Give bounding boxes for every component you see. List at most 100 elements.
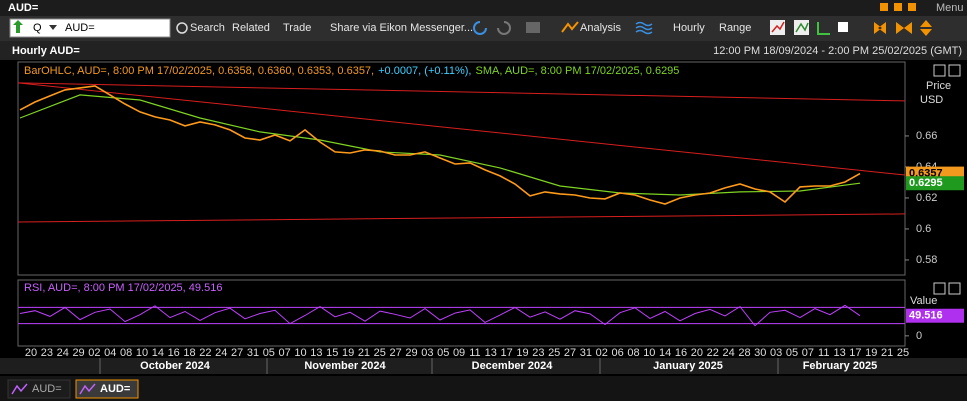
toolbar-item[interactable]: Search bbox=[190, 22, 225, 34]
x-tick-label: 29 bbox=[72, 347, 84, 359]
y-tick-label: 0.66 bbox=[916, 130, 937, 142]
x-tick-label: 19 bbox=[865, 347, 877, 359]
x-tick-label: 21 bbox=[881, 347, 893, 359]
last-value-label: 49.516 bbox=[909, 310, 943, 322]
x-tick-label: 02 bbox=[88, 347, 100, 359]
axis-label: Price bbox=[926, 80, 951, 92]
x-tick-label: 23 bbox=[532, 347, 544, 359]
y-tick-label: 0.58 bbox=[916, 254, 937, 266]
x-tick-label: 28 bbox=[738, 347, 750, 359]
window-title: AUD= bbox=[8, 2, 38, 14]
x-tick-label: 18 bbox=[183, 347, 195, 359]
x-tick-label: 31 bbox=[247, 347, 259, 359]
x-tick-label: 14 bbox=[659, 347, 671, 359]
data-line bbox=[19, 304, 861, 327]
x-tick-label: 19 bbox=[342, 347, 354, 359]
menu-button[interactable]: Menu bbox=[936, 2, 964, 14]
rsi-panel bbox=[17, 279, 906, 347]
x-tick-label: 05 bbox=[437, 347, 449, 359]
x-tick-label: 25 bbox=[548, 347, 560, 359]
x-tick-label: 29 bbox=[405, 347, 417, 359]
toolbar-item[interactable]: Related bbox=[232, 22, 270, 34]
legend-entry: SMA, AUD=, 8:00 PM 17/02/2025, 0.6295 bbox=[475, 65, 679, 77]
x-tick-label: 27 bbox=[231, 347, 243, 359]
legend-entry: BarOHLC, AUD=, 8:00 PM 17/02/2025, 0.635… bbox=[24, 65, 374, 77]
x-tick-label: 15 bbox=[326, 347, 338, 359]
x-tick-label: 30 bbox=[754, 347, 766, 359]
tab-label[interactable]: AUD= bbox=[100, 383, 130, 395]
x-tick-label: 13 bbox=[310, 347, 322, 359]
x-tick-label: 17 bbox=[849, 347, 861, 359]
x-tick-label: 13 bbox=[485, 347, 497, 359]
toolbar-icons[interactable] bbox=[176, 20, 932, 36]
x-tick-label: 03 bbox=[421, 347, 433, 359]
tab-icon bbox=[79, 383, 96, 395]
x-tick-label: 21 bbox=[358, 347, 370, 359]
toolbar-item[interactable]: Range bbox=[719, 22, 751, 34]
x-tick-label: 16 bbox=[168, 347, 180, 359]
x-tick-label: 07 bbox=[802, 347, 814, 359]
month-label: October 2024 bbox=[140, 360, 211, 372]
x-tick-label: 03 bbox=[770, 347, 782, 359]
toolbar-item[interactable]: Hourly bbox=[673, 22, 705, 34]
x-tick-label: 09 bbox=[453, 347, 465, 359]
x-tick-label: 08 bbox=[120, 347, 132, 359]
up-arrow-icon[interactable] bbox=[13, 20, 23, 33]
month-label: February 2025 bbox=[803, 360, 878, 372]
tab[interactable] bbox=[7, 379, 71, 399]
y-tick-label: 0 bbox=[916, 330, 922, 342]
panel-buttons[interactable] bbox=[933, 64, 961, 295]
axis-label: USD bbox=[920, 94, 943, 106]
x-tick-label: 27 bbox=[564, 347, 576, 359]
month-band bbox=[0, 358, 967, 374]
search-box[interactable] bbox=[9, 18, 171, 38]
y-tick-label: 0.62 bbox=[916, 192, 937, 204]
legend-entry: RSI, AUD=, 8:00 PM 17/02/2025, 49.516 bbox=[24, 282, 222, 294]
x-tick-label: 10 bbox=[643, 347, 655, 359]
ric-input[interactable]: AUD= bbox=[65, 22, 95, 34]
x-tick-label: 24 bbox=[722, 347, 734, 359]
x-tick-label: 22 bbox=[707, 347, 719, 359]
x-tick-label: 31 bbox=[580, 347, 592, 359]
window-controls[interactable] bbox=[880, 3, 916, 11]
last-value-tag bbox=[906, 176, 964, 191]
data-line bbox=[19, 85, 861, 205]
x-tick-label: 10 bbox=[136, 347, 148, 359]
x-tick-label: 25 bbox=[374, 347, 386, 359]
x-tick-label: 05 bbox=[263, 347, 275, 359]
x-tick-label: 08 bbox=[627, 347, 639, 359]
tab-label[interactable]: AUD= bbox=[32, 383, 62, 395]
toolbar-item[interactable]: Trade bbox=[283, 22, 311, 34]
dropdown-icon[interactable] bbox=[49, 25, 57, 30]
data-line bbox=[19, 94, 861, 196]
x-tick-label: 24 bbox=[215, 347, 227, 359]
x-tick-label: 14 bbox=[152, 347, 164, 359]
trend-line bbox=[17, 82, 906, 176]
chart-header bbox=[0, 41, 967, 60]
toolbar-item[interactable]: Share via Eikon Messenger... bbox=[330, 22, 473, 34]
tab[interactable] bbox=[75, 379, 139, 399]
trend-line bbox=[17, 82, 906, 102]
x-tick-label: 06 bbox=[611, 347, 623, 359]
tab-bar bbox=[0, 376, 967, 401]
search-prefix: Q bbox=[33, 22, 42, 34]
tab-icon bbox=[11, 383, 28, 395]
date-range: 12:00 PM 18/09/2024 - 2:00 PM 25/02/2025… bbox=[713, 45, 962, 57]
x-tick-label: 25 bbox=[897, 347, 909, 359]
toolbar-item[interactable]: Analysis bbox=[580, 22, 621, 34]
x-tick-label: 20 bbox=[691, 347, 703, 359]
x-tick-label: 22 bbox=[199, 347, 211, 359]
x-tick-label: 23 bbox=[41, 347, 53, 359]
x-tick-label: 27 bbox=[390, 347, 402, 359]
x-tick-label: 20 bbox=[25, 347, 37, 359]
x-tick-label: 11 bbox=[469, 347, 480, 359]
x-tick-label: 02 bbox=[596, 347, 608, 359]
axis-label: Value bbox=[910, 295, 937, 307]
x-tick-label: 07 bbox=[279, 347, 291, 359]
x-tick-label: 13 bbox=[833, 347, 845, 359]
x-tick-label: 10 bbox=[294, 347, 306, 359]
x-tick-label: 24 bbox=[57, 347, 69, 359]
month-label: January 2025 bbox=[653, 360, 723, 372]
trend-line bbox=[17, 213, 906, 223]
